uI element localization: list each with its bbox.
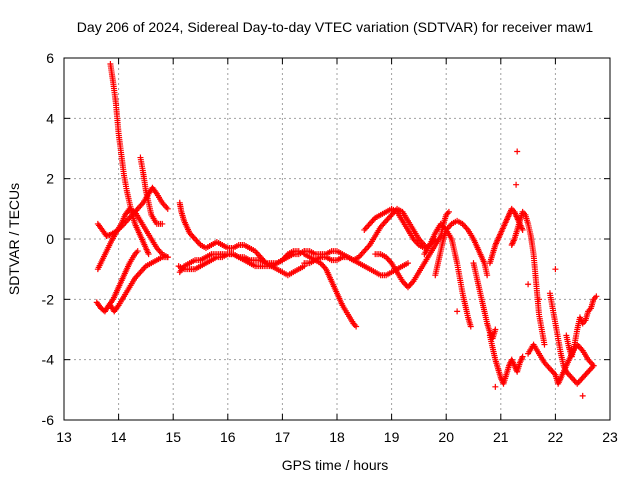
data-point [145, 251, 152, 258]
data-point [519, 353, 526, 360]
data-point [164, 254, 171, 261]
data-point [593, 293, 600, 300]
x-tick-label: 23 [602, 429, 618, 445]
x-tick-label: 17 [275, 429, 291, 445]
data-point [454, 308, 461, 315]
x-tick-label: 21 [493, 429, 509, 445]
tick-layer: 13 14 15 16 17 18 19 20 21 22 23 -6 -4 -2 0 2 4 6 [42, 50, 618, 445]
series-track-c [93, 248, 141, 315]
data-point [492, 383, 499, 390]
series-track-w [563, 293, 600, 360]
y-axis-label: SDTVAR / TECUs [6, 183, 22, 295]
series-track-b [94, 205, 171, 273]
data-point [467, 323, 474, 330]
x-tick-label: 15 [165, 429, 181, 445]
x-tick-label: 18 [329, 429, 345, 445]
series-track-p [432, 217, 491, 279]
data-point [579, 392, 586, 399]
data-point [484, 272, 491, 279]
data-point [492, 326, 499, 333]
data-point [536, 296, 543, 303]
series-track-n [372, 208, 452, 291]
x-tick-label: 13 [56, 429, 72, 445]
data-point [353, 323, 360, 330]
x-tick-label: 16 [220, 429, 236, 445]
y-tick-label: 2 [46, 171, 54, 187]
series-track-i [175, 248, 302, 273]
series-track-d [107, 254, 171, 315]
data-point [514, 148, 521, 155]
points-layer [93, 61, 600, 399]
series-track-t [508, 208, 548, 348]
data-point [513, 181, 520, 188]
data-point [541, 341, 548, 348]
x-tick-label: 14 [111, 429, 127, 445]
chart-title: Day 206 of 2024, Sidereal Day-to-day VTE… [77, 19, 594, 35]
series-track-s [486, 332, 526, 387]
y-tick-label: 0 [46, 231, 54, 247]
data-point [552, 266, 559, 273]
series-track-l [301, 205, 428, 264]
data-point [525, 281, 532, 288]
series-track-v [546, 290, 597, 387]
series-track-q [470, 260, 499, 342]
x-axis-label: GPS time / hours [282, 457, 389, 473]
y-tick-label: 6 [46, 50, 54, 66]
data-point [164, 205, 171, 212]
series-track-a [94, 184, 171, 239]
data-point [445, 208, 452, 215]
x-tick-label: 19 [384, 429, 400, 445]
grid-layer [64, 58, 610, 420]
x-tick-label: 22 [548, 429, 564, 445]
data-point [590, 362, 597, 369]
data-point [295, 248, 302, 255]
data-point [404, 260, 411, 267]
series-outliers [454, 148, 586, 399]
data-point [159, 220, 166, 227]
series-track-f [137, 154, 166, 227]
series-track-m [361, 205, 439, 252]
data-point [134, 248, 141, 255]
data-point [519, 226, 526, 233]
series-track-j [301, 251, 360, 330]
y-tick-label: -2 [42, 291, 55, 307]
y-tick-label: 4 [46, 110, 54, 126]
y-tick-label: -6 [42, 412, 55, 428]
x-tick-label: 20 [438, 429, 454, 445]
series-track-o [421, 220, 474, 330]
y-tick-label: -4 [42, 352, 55, 368]
series-track-e [107, 61, 152, 258]
